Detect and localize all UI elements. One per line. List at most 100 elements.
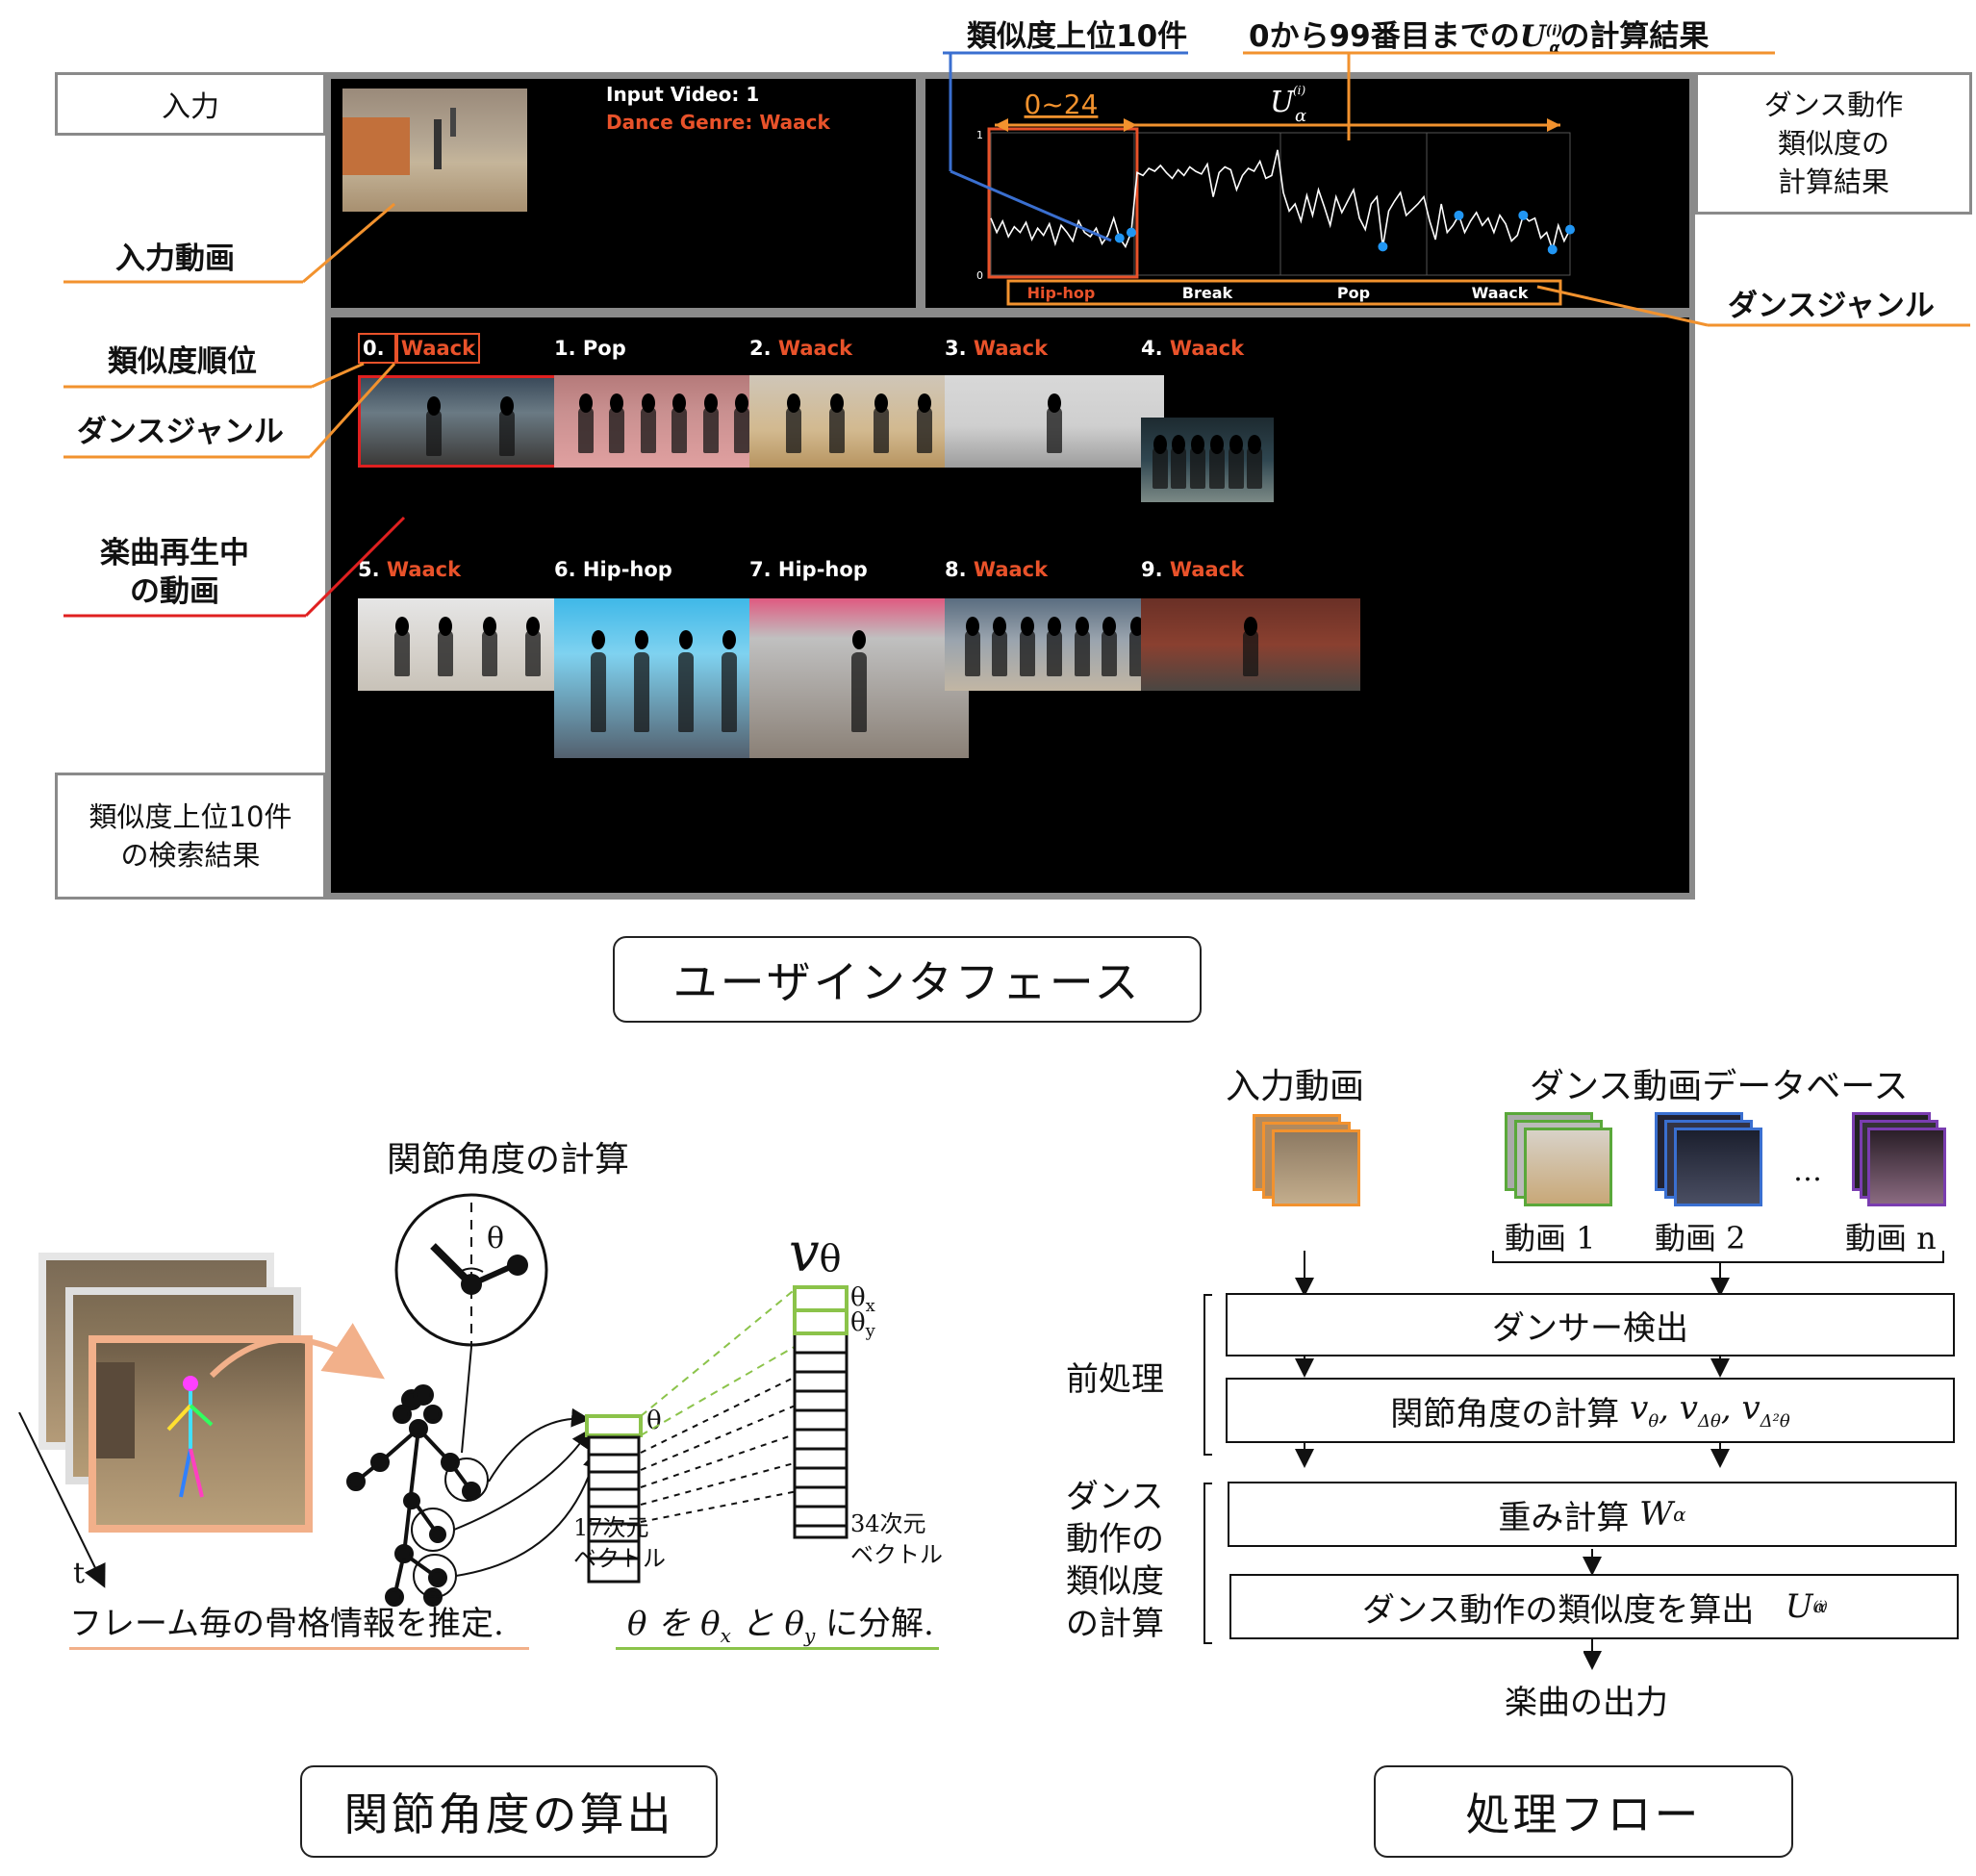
annotation-dance-genre-right: ダンスジャンル xyxy=(1728,289,1935,323)
face-mask xyxy=(993,617,1006,636)
result-rank: 5. xyxy=(358,558,387,581)
time-axis xyxy=(18,1412,106,1588)
dim17-label: 17次元 xyxy=(573,1514,649,1541)
result-genre: Waack xyxy=(973,558,1049,581)
result-rank: 4. xyxy=(1141,337,1170,360)
dancer-figure xyxy=(1020,630,1035,676)
search-label: 類似度上位10件 の検索結果 xyxy=(89,800,292,872)
dim34-label: 34次元 xyxy=(850,1510,926,1537)
result-thumbnail-0[interactable] xyxy=(358,375,577,468)
decomposition-underline xyxy=(616,1647,939,1650)
face-mask xyxy=(1021,617,1034,636)
result-thumbnail-8[interactable] xyxy=(945,598,1164,691)
dancer-figure xyxy=(851,652,867,732)
result-label-0: 0. Waack xyxy=(358,333,481,364)
dancer-figure xyxy=(525,630,541,676)
flow-step-joint-angle: 関節角度の計算 vθ, vΔθ, vΔ²θ xyxy=(1226,1378,1955,1443)
skeleton-frame xyxy=(89,1335,313,1533)
dancer-figure xyxy=(829,407,845,453)
flow-step-dancer-detection: ダンサー検出 xyxy=(1226,1293,1955,1356)
result-genre: Waack xyxy=(386,558,462,581)
result-label-7: 7. Hip-hop xyxy=(749,558,868,581)
result-rank: 9. xyxy=(1141,558,1170,581)
result-thumbnail-7[interactable] xyxy=(749,598,969,758)
result-rank: 2. xyxy=(749,337,778,360)
dim34-vector-label: ベクトル xyxy=(850,1541,943,1568)
range-arrow-head-right xyxy=(1547,118,1560,132)
y-tick-top: 1 xyxy=(976,129,983,141)
theta-x-label: θx xyxy=(850,1283,875,1317)
flow-input-video-label: 入力動画 xyxy=(1226,1067,1365,1106)
similarity-chart: Hip-hop Break Pop Waack 1 0 0~24 U(i) α xyxy=(976,84,1575,306)
result-label-6: 6. Hip-hop xyxy=(554,558,672,581)
dancer-figure xyxy=(499,410,515,456)
dancer-figure xyxy=(1243,630,1258,676)
flow-video1-label: 動画 1 xyxy=(1505,1220,1596,1256)
angle-theta: θ xyxy=(487,1222,505,1255)
face-mask xyxy=(1102,617,1116,636)
face-mask xyxy=(966,617,979,636)
result-genre: Waack xyxy=(777,337,853,360)
face-mask xyxy=(874,393,888,413)
dancer-figure xyxy=(671,407,687,453)
result-thumbnail-5[interactable] xyxy=(358,598,577,691)
range-label: 0~24 xyxy=(1025,89,1099,120)
result-label-2: 2. Waack xyxy=(749,337,852,360)
time-label: t xyxy=(73,1557,86,1590)
genre-label-break: Break xyxy=(1182,284,1233,302)
input-label-box: 入力 xyxy=(55,72,326,136)
dancer-figure xyxy=(609,407,624,453)
face-mask xyxy=(1048,617,1061,636)
search-label-box: 類似度上位10件 の検索結果 xyxy=(55,773,326,900)
flow-database-label: ダンス動画データベース xyxy=(1530,1067,1909,1106)
dancer-figure xyxy=(703,407,719,453)
face-mask xyxy=(1229,435,1243,454)
dancer-figure xyxy=(641,407,656,453)
top10-point xyxy=(1454,210,1464,220)
result-thumbnail-6[interactable] xyxy=(554,598,773,758)
flow-video2-label: 動画 2 xyxy=(1655,1220,1746,1256)
dancer-figure xyxy=(426,410,442,456)
face-mask xyxy=(1048,393,1061,413)
dancer-figure xyxy=(1047,407,1062,453)
dance-genre-text: Dance Genre: Waack xyxy=(606,111,830,134)
dancer-figure xyxy=(1229,446,1244,489)
top10-point xyxy=(1518,210,1529,220)
result-thumbnail-3[interactable] xyxy=(945,375,1164,468)
face-mask xyxy=(483,617,496,636)
result-rank: 6. xyxy=(554,558,583,581)
face-mask xyxy=(735,393,748,413)
dancer-figure xyxy=(734,407,749,453)
genre-label-pop: Pop xyxy=(1337,284,1370,302)
result-rank: 1. xyxy=(554,337,583,360)
result-label-8: 8. Waack xyxy=(945,558,1048,581)
dancer-figure xyxy=(722,652,737,732)
result-label-5: 5. Waack xyxy=(358,558,461,581)
result-thumbnail-1[interactable] xyxy=(554,375,773,468)
highlight-range-box xyxy=(987,127,1139,279)
result-thumbnail-9[interactable] xyxy=(1141,598,1360,691)
input-video-thumbnail[interactable] xyxy=(342,89,527,212)
face-mask xyxy=(704,393,718,413)
result-thumbnail-4[interactable] xyxy=(1141,418,1274,502)
genre-label-hip-hop: Hip-hop xyxy=(1027,284,1096,302)
dancer-figure xyxy=(1075,630,1090,676)
joint-angle-title: 関節角度の計算 xyxy=(387,1140,630,1179)
result-genre: Pop xyxy=(582,337,626,360)
annotation-input-video: 入力動画 xyxy=(115,241,235,276)
v-theta-label: vθ xyxy=(789,1222,842,1284)
result-genre: Hip-hop xyxy=(777,558,868,581)
chart-title-sub: α xyxy=(1295,106,1306,126)
dancer-figure xyxy=(634,652,649,732)
ui-caption: ユーザインタフェース xyxy=(613,936,1202,1023)
result-genre: Waack xyxy=(395,333,481,364)
decomposition-caption: θ を θx と θy に分解. xyxy=(627,1605,934,1647)
theta-y-label: θy xyxy=(850,1308,875,1342)
result-thumbnail-2[interactable] xyxy=(749,375,969,468)
flow-output-arrow xyxy=(1583,1641,1602,1670)
face-mask xyxy=(672,393,686,413)
face-mask xyxy=(592,630,605,649)
dancer-figure xyxy=(965,630,980,676)
chart-title-sup: (i) xyxy=(1293,84,1306,97)
flow-preprocess-label: 前処理 xyxy=(1066,1360,1164,1399)
